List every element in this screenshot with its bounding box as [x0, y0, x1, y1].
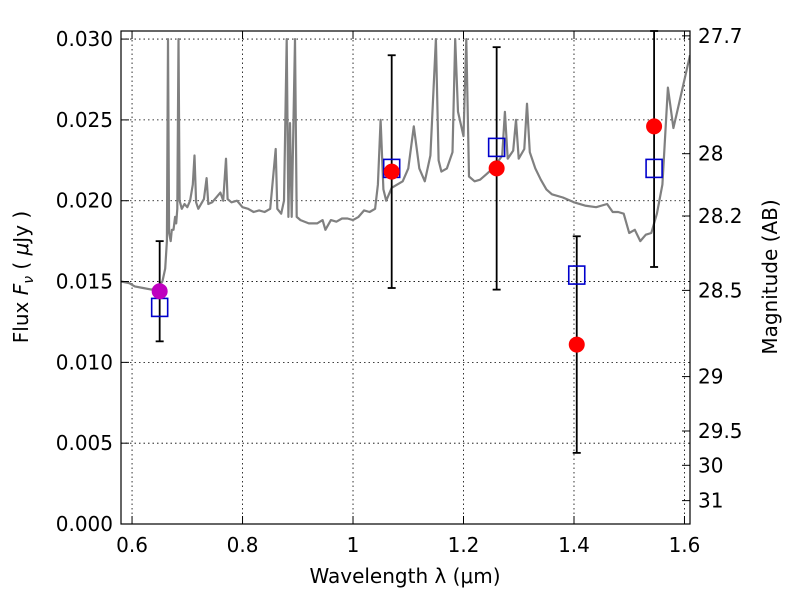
- observed-point: [488, 160, 505, 177]
- x-axis-label: Wavelength λ (μm): [309, 564, 500, 588]
- model-spectrum-line: [121, 38, 690, 291]
- model-photometry-point: [645, 158, 663, 179]
- y-tick-label: 0.000: [56, 512, 113, 536]
- y-axis-label: Flux Fν ( μJy ): [9, 211, 37, 343]
- y2-tick-label: 29.5: [698, 419, 743, 443]
- x-tick-label: 0.6: [116, 533, 148, 557]
- observed-photometry: [151, 118, 663, 353]
- x-tick-label: 0.8: [227, 533, 259, 557]
- y2-tick-label: 30: [698, 453, 723, 477]
- y-tick-label: 0.025: [56, 108, 113, 132]
- y-tick-label: 0.015: [56, 270, 113, 294]
- x-tick-label: 1.6: [669, 533, 701, 557]
- y-tick-label: 0.030: [56, 27, 113, 51]
- observed-point: [151, 283, 168, 300]
- y2-tick-label: 31: [698, 489, 723, 513]
- plot-background: [121, 31, 690, 524]
- y-tick-label: 0.005: [56, 431, 113, 455]
- axis-ticks: 0.6 0.8 1 1.2 1.4 1.6 0.000 0.005 0.010 0.015 0.02…: [56, 24, 743, 557]
- x-tick-label: 1: [347, 533, 360, 557]
- y2-tick-label: 28.5: [698, 278, 743, 302]
- model-photometry-point: [487, 137, 506, 158]
- y2-tick-label: 29: [698, 365, 723, 389]
- y2-tick-label: 28: [698, 142, 723, 166]
- y2-tick-label: 28.2: [698, 204, 743, 228]
- y2-axis-label: Magnitude (AB): [758, 199, 782, 354]
- y-tick-label: 0.010: [56, 350, 113, 374]
- observed-point: [568, 336, 585, 353]
- model-photometry-point: [567, 265, 586, 285]
- observed-point: [383, 163, 400, 180]
- x-tick-label: 1.2: [448, 533, 480, 557]
- y-tick-label: 0.020: [56, 189, 113, 213]
- plot-frame: [120, 30, 691, 525]
- y2-tick-label: 27.7: [698, 24, 743, 48]
- observed-point: [646, 118, 663, 135]
- model-spectrum: [121, 38, 690, 291]
- x-tick-label: 1.4: [558, 533, 590, 557]
